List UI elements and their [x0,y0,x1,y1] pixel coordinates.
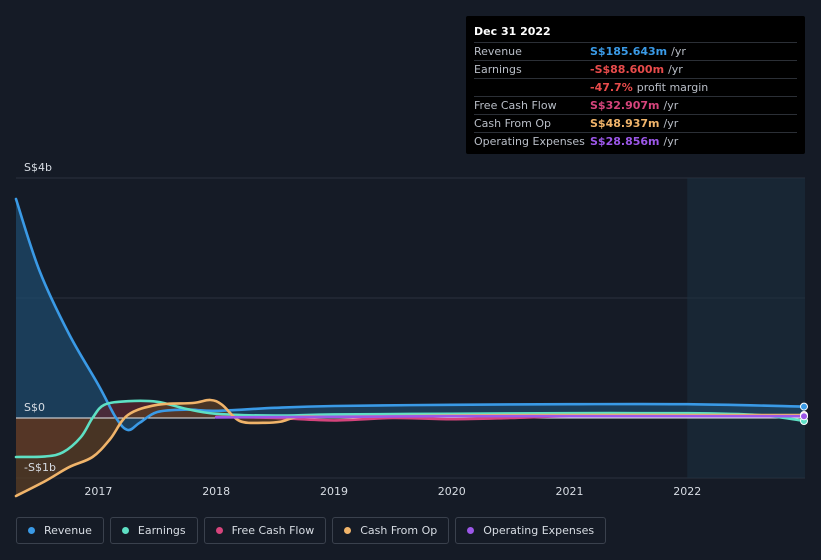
y-tick-label: -S$1b [24,461,56,474]
tooltip-unit: /yr [663,117,679,130]
operating-expenses-line [214,414,807,419]
revenue-line [14,197,807,432]
tooltip-row: Cash From Op S$48.937m/yr [474,115,797,133]
legend-item-revenue[interactable]: Revenue [16,517,104,544]
tooltip-value: S$28.856m [590,135,660,148]
revenue-area [16,199,805,431]
tooltip-label: Operating Expenses [474,135,585,148]
tooltip-value: -S$88.600m [590,63,665,76]
tooltip-value: -47.7% [590,81,633,94]
tooltip-unit: /yr [663,135,679,148]
x-tick-label: 2022 [673,485,701,498]
area-fills [16,199,805,496]
forecast-region [687,178,805,478]
tooltip-label [474,79,590,96]
legend-item-operating-expenses[interactable]: Operating Expenses [455,517,607,544]
legend-label: Cash From Op [360,524,438,537]
tooltip-label: Revenue [474,45,522,58]
legend-label: Revenue [44,524,92,537]
x-axis-labels: 2017 2018 2019 2020 2021 2022 [84,485,701,498]
series-endpoints [800,402,808,425]
legend-dot-icon [121,527,129,534]
tooltip-value: S$48.937m [590,117,660,130]
legend-label: Operating Expenses [483,524,595,537]
tooltip-row: Operating Expenses S$28.856m/yr [474,133,797,150]
legend-item-free-cash-flow[interactable]: Free Cash Flow [203,517,327,544]
earnings-line [14,399,807,459]
legend-label: Free Cash Flow [231,524,315,537]
grid-lines [16,177,805,479]
legend-dot-icon [28,527,35,534]
x-tick-label: 2017 [84,485,112,498]
tooltip-date: Dec 31 2022 [474,23,797,43]
y-axis-labels: S$4b S$0 -S$1b [24,161,56,474]
series-lines [14,197,807,498]
tooltip-row: Free Cash Flow S$32.907m/yr [474,97,797,115]
operating-expenses-endpoint [800,412,808,421]
y-tick-label: S$4b [24,161,52,174]
legend-item-earnings[interactable]: Earnings [109,517,198,544]
tooltip-row: Earnings -S$88.600m/yr [474,61,797,79]
legend-dot-icon [344,527,352,534]
tooltip-row: Revenue S$185.643m/yr [474,43,797,61]
x-tick-label: 2019 [320,485,348,498]
tooltip-unit: /yr [668,63,683,76]
tooltip-unit: /yr [671,45,686,58]
tooltip-label: Earnings [474,63,522,76]
revenue-endpoint [800,402,808,411]
x-tick-label: 2021 [555,485,583,498]
legend-item-cash-from-op[interactable]: Cash From Op [332,517,450,544]
legend-dot-icon [467,527,475,534]
x-tick-label: 2018 [202,485,230,498]
x-tick-label: 2020 [438,485,466,498]
data-tooltip: Dec 31 2022 Revenue S$185.643m/yr Earnings… [466,16,805,154]
tooltip-value: S$32.907m [590,99,660,112]
y-tick-label: S$0 [24,401,45,414]
tooltip-unit: /yr [663,99,679,112]
chart-legend: Revenue Earnings Free Cash Flow Cash From O… [16,517,607,544]
tooltip-row: -47.7% profit margin [474,79,797,97]
tooltip-unit: profit margin [636,81,709,94]
tooltip-value: S$185.643m [590,45,668,58]
legend-dot-icon [215,527,223,534]
legend-label: Earnings [137,524,186,537]
tooltip-label: Cash From Op [474,117,552,130]
tooltip-label: Free Cash Flow [474,99,557,112]
